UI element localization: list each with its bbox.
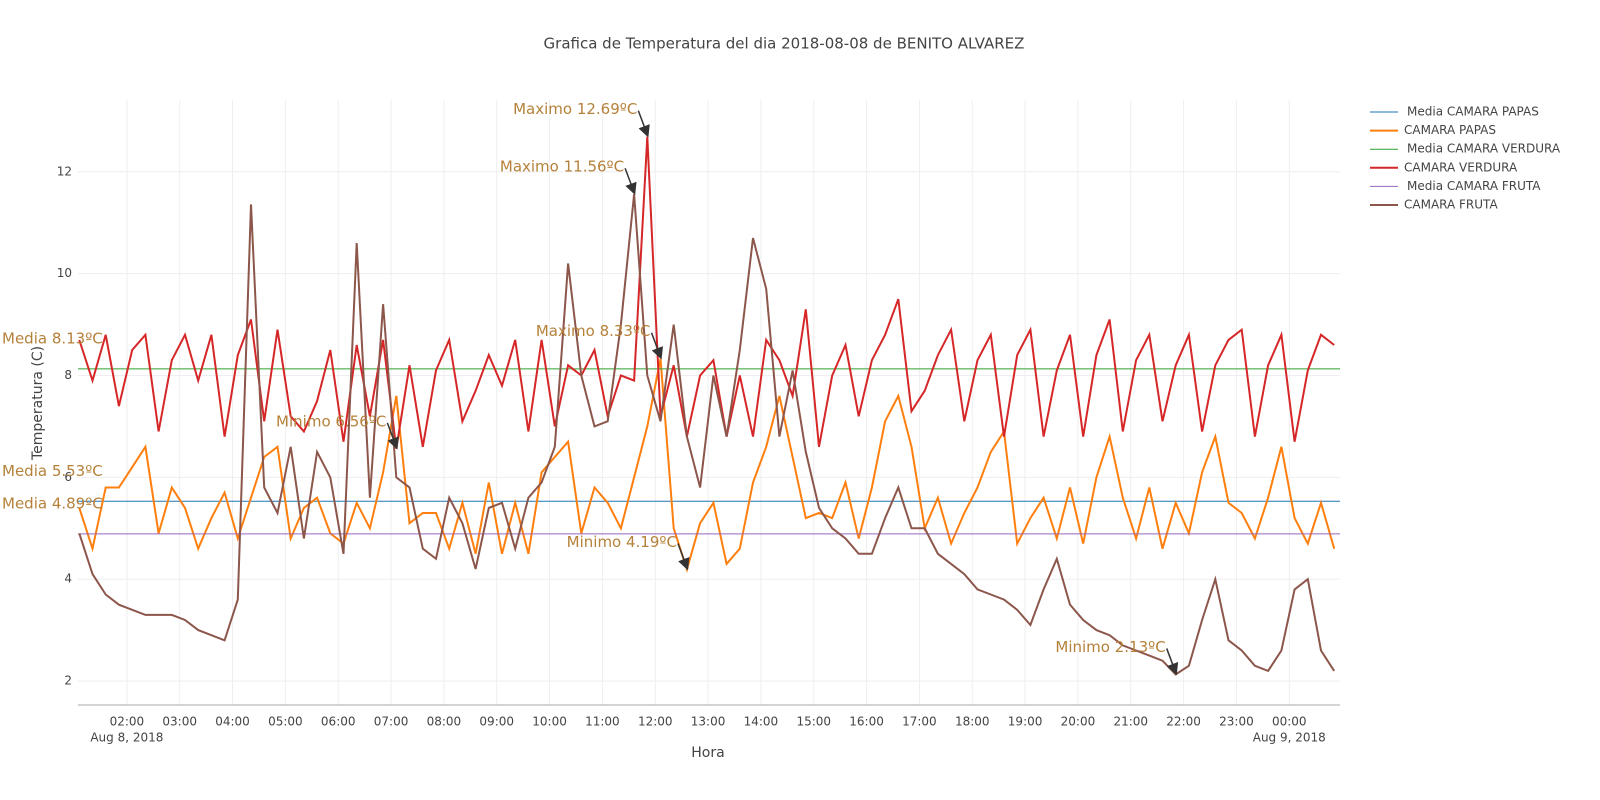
x-tick-label: 05:00 <box>268 715 303 729</box>
mean-label: Media 8.13ºC <box>2 329 103 347</box>
y-tick-label: 6 <box>64 470 72 484</box>
annotation-text: Minimo 4.19ºC <box>567 533 677 551</box>
y-axis-title: Temperatura (C) <box>30 346 46 461</box>
x-tick-label: 06:00 <box>321 715 356 729</box>
x-tick-label: 04:00 <box>215 715 250 729</box>
legend-label: CAMARA FRUTA <box>1404 198 1498 212</box>
mean-label: Media 4.89ºC <box>2 494 103 512</box>
annotation-arrow <box>637 110 650 138</box>
legend-label: Media CAMARA PAPAS <box>1407 105 1539 119</box>
annotation-arrow <box>1165 648 1179 676</box>
y-tick-label: 2 <box>64 674 72 688</box>
annotation-text: Maximo 8.33ºC <box>536 322 651 340</box>
x-tick-label: 03:00 <box>162 715 197 729</box>
x-tick-label: 11:00 <box>585 715 620 729</box>
x-date-label: Aug 9, 2018 <box>1253 731 1326 745</box>
annotation-text: Maximo 11.56ºC <box>500 158 624 176</box>
y-tick-label: 8 <box>64 368 72 382</box>
y-tick-label: 12 <box>57 164 72 178</box>
x-tick-label: 14:00 <box>744 715 779 729</box>
x-tick-label: 09:00 <box>479 715 514 729</box>
annotation-text: Minimo 2.13ºC <box>1055 638 1165 656</box>
x-tick-label: 15:00 <box>796 715 831 729</box>
x-tick-label: 13:00 <box>691 715 726 729</box>
x-tick-label: 21:00 <box>1113 715 1148 729</box>
chart-title: Grafica de Temperatura del dia 2018-08-0… <box>544 35 1025 53</box>
annotation-arrow <box>386 422 399 450</box>
data-line <box>78 194 1336 676</box>
annotation-text: Minimo 6.56ºC <box>276 412 386 430</box>
legend-label: Media CAMARA VERDURA <box>1407 142 1561 156</box>
annotation-text: Maximo 12.69ºC <box>513 100 637 118</box>
annotation-arrow <box>624 167 637 196</box>
data-line <box>78 358 1336 573</box>
x-tick-label: 20:00 <box>1061 715 1096 729</box>
x-tick-label: 10:00 <box>532 715 567 729</box>
y-tick-label: 4 <box>64 572 72 586</box>
x-tick-label: 08:00 <box>427 715 462 729</box>
x-tick-label: 16:00 <box>849 715 884 729</box>
x-tick-label: 07:00 <box>374 715 409 729</box>
annotation-arrow <box>677 543 690 571</box>
legend-label: CAMARA PAPAS <box>1404 123 1496 137</box>
x-tick-label: 02:00 <box>110 715 145 729</box>
x-tick-label: 12:00 <box>638 715 673 729</box>
x-tick-label: 18:00 <box>955 715 990 729</box>
mean-label: Media 5.53ºC <box>2 462 103 480</box>
x-tick-label: 17:00 <box>902 715 937 729</box>
annotation-arrow <box>650 332 663 360</box>
x-date-label: Aug 8, 2018 <box>90 731 163 745</box>
y-tick-label: 10 <box>57 266 72 280</box>
data-line <box>78 136 1335 449</box>
x-tick-label: 22:00 <box>1166 715 1201 729</box>
x-tick-label: 23:00 <box>1219 715 1254 729</box>
x-tick-label: 00:00 <box>1272 715 1307 729</box>
legend-label: CAMARA VERDURA <box>1404 160 1518 174</box>
x-axis-title: Hora <box>691 745 724 761</box>
legend-label: Media CAMARA FRUTA <box>1407 179 1541 193</box>
x-tick-label: 19:00 <box>1008 715 1043 729</box>
